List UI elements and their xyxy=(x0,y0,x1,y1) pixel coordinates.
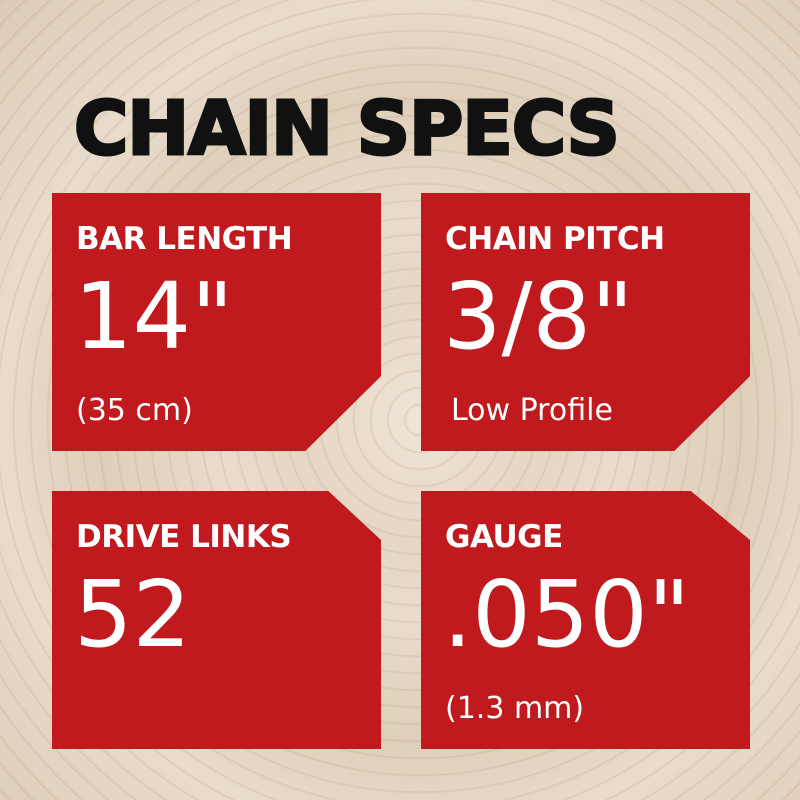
spec-label: GAUGE xyxy=(445,519,563,555)
spec-card-chain-pitch: CHAIN PITCH 3/8" Low Profile xyxy=(421,193,750,451)
spec-subtext: Low Profile xyxy=(451,393,613,428)
spec-subtext: (1.3 mm) xyxy=(445,691,585,726)
page-title: CHAIN SPECS xyxy=(73,85,622,174)
spec-subtext: (35 cm) xyxy=(76,393,193,428)
spec-value: 3/8" xyxy=(443,263,634,370)
spec-card-bar-length: BAR LENGTH 14" (35 cm) xyxy=(52,193,381,451)
spec-label: DRIVE LINKS xyxy=(76,519,292,555)
spec-value: 52 xyxy=(74,561,192,668)
spec-card-gauge: GAUGE .050" (1.3 mm) xyxy=(421,491,750,749)
spec-label: CHAIN PITCH xyxy=(445,221,665,257)
spec-value: 14" xyxy=(74,263,234,370)
spec-label: BAR LENGTH xyxy=(76,221,293,257)
spec-value: .050" xyxy=(443,561,691,668)
spec-card-drive-links: DRIVE LINKS 52 xyxy=(52,491,381,749)
